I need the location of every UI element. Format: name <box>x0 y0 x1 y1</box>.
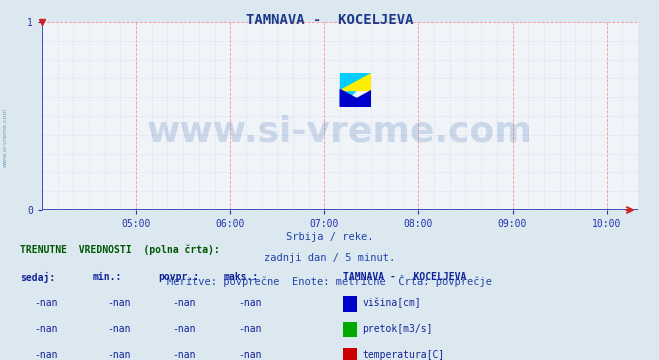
Text: -nan: -nan <box>34 350 58 360</box>
Text: povpr.:: povpr.: <box>158 272 199 282</box>
Text: Meritve: povprečne  Enote: metrične  Črta: povprečje: Meritve: povprečne Enote: metrične Črta:… <box>167 275 492 287</box>
Text: pretok[m3/s]: pretok[m3/s] <box>362 324 433 334</box>
Text: -nan: -nan <box>107 324 130 334</box>
Text: -nan: -nan <box>107 350 130 360</box>
Text: temperatura[C]: temperatura[C] <box>362 350 445 360</box>
Text: -nan: -nan <box>239 324 262 334</box>
Text: TRENUTNE  VREDNOSTI  (polna črta):: TRENUTNE VREDNOSTI (polna črta): <box>20 245 219 255</box>
Text: -nan: -nan <box>173 324 196 334</box>
Polygon shape <box>340 73 372 90</box>
Text: -nan: -nan <box>34 298 58 308</box>
Text: zadnji dan / 5 minut.: zadnji dan / 5 minut. <box>264 253 395 263</box>
Text: www.si-vreme.com: www.si-vreme.com <box>147 114 533 148</box>
Text: -nan: -nan <box>34 324 58 334</box>
Text: -nan: -nan <box>173 298 196 308</box>
Text: www.si-vreme.com: www.si-vreme.com <box>3 107 8 167</box>
Text: -nan: -nan <box>239 350 262 360</box>
Polygon shape <box>340 90 372 107</box>
Text: -nan: -nan <box>173 350 196 360</box>
Text: TAMNAVA -   KOCELJEVA: TAMNAVA - KOCELJEVA <box>343 272 466 282</box>
Text: min.:: min.: <box>92 272 122 282</box>
Text: maks.:: maks.: <box>224 272 259 282</box>
Text: višina[cm]: višina[cm] <box>362 298 421 308</box>
Polygon shape <box>340 73 372 107</box>
Text: -nan: -nan <box>107 298 130 308</box>
Text: TAMNAVA -  KOCELJEVA: TAMNAVA - KOCELJEVA <box>246 13 413 27</box>
Polygon shape <box>340 90 372 107</box>
Text: sedaj:: sedaj: <box>20 272 55 283</box>
Text: -nan: -nan <box>239 298 262 308</box>
Text: Srbija / reke.: Srbija / reke. <box>286 231 373 242</box>
